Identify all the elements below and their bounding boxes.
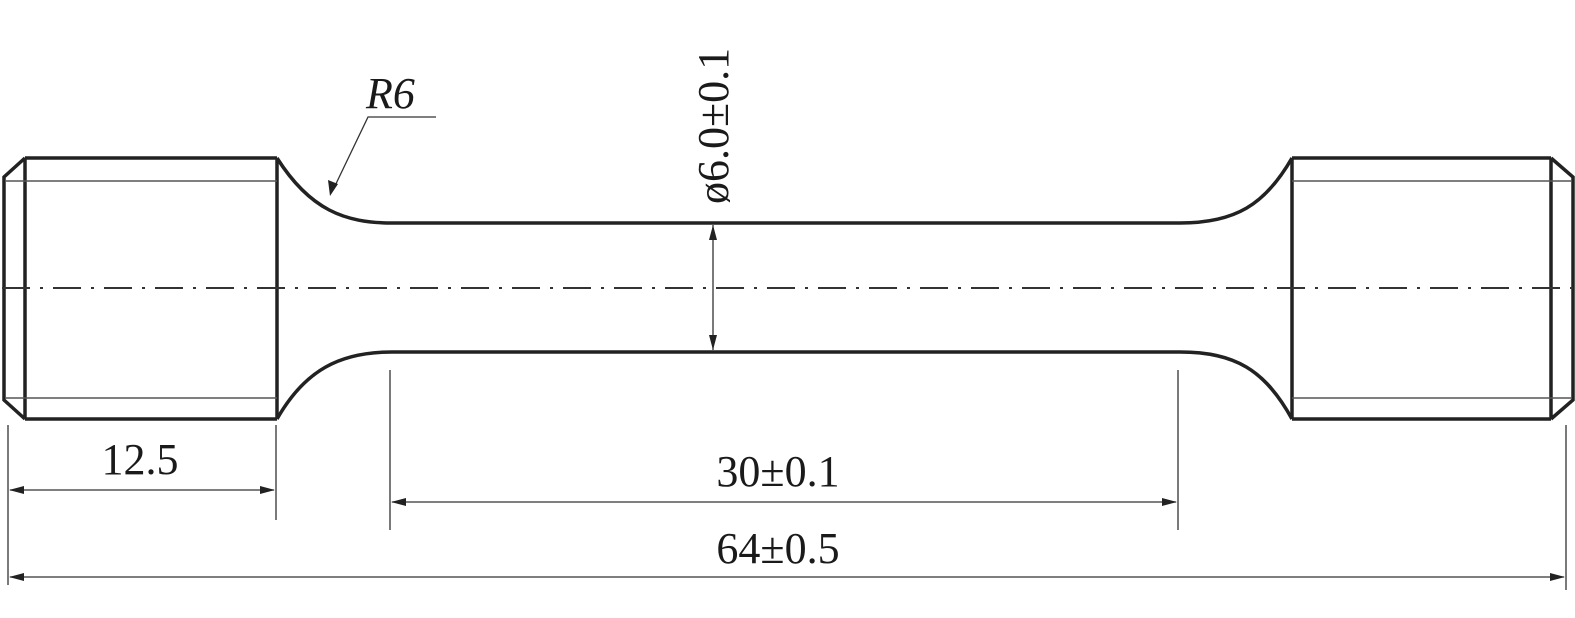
radius-label: R6	[365, 69, 415, 118]
specimen-outline	[2, 156, 1575, 421]
total-length-label: 64±0.5	[716, 524, 839, 573]
left-grip	[2, 156, 279, 421]
diameter-label: ø6.0±0.1	[689, 48, 738, 204]
grip-length-label: 12.5	[102, 435, 179, 484]
total-length-dimension: 64±0.5	[9, 425, 1567, 590]
grip-length-dimension: 12.5	[7, 425, 277, 585]
radius-callout: R6	[328, 69, 436, 196]
gauge-length-dimension: 30±0.1	[389, 370, 1179, 530]
gauge-top	[275, 157, 1294, 225]
diameter-dimension: ø6.0±0.1	[689, 48, 738, 350]
right-thread-lines	[1292, 180, 1572, 399]
left-thread-lines	[6, 180, 277, 399]
gauge-bottom	[275, 350, 1294, 420]
gauge-length-label: 30±0.1	[716, 447, 839, 496]
